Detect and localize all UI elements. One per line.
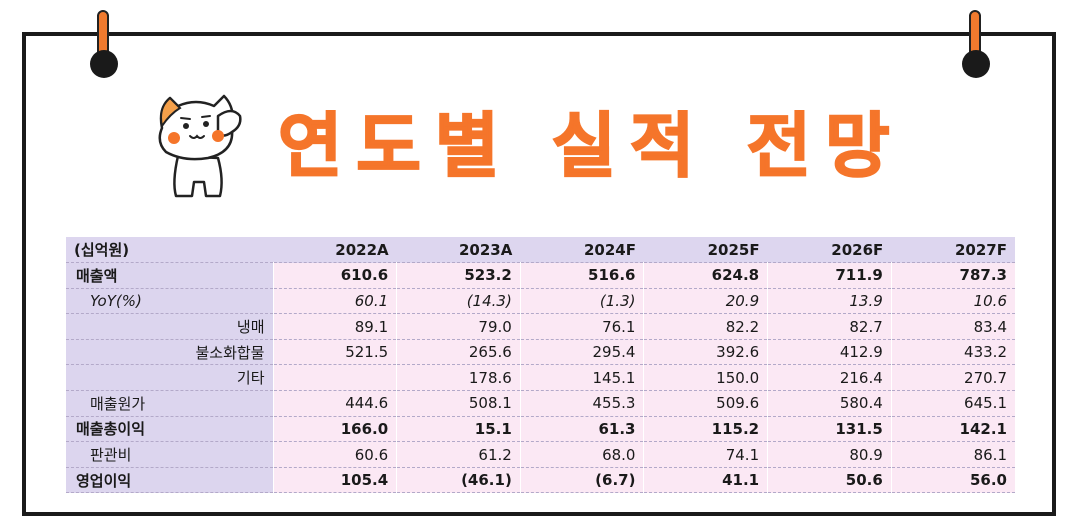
column-header: 2025F <box>643 237 768 264</box>
table-cell: 444.6 <box>272 390 397 417</box>
table-row: YoY(%) 60.1 (14.3) (1.3) 20.9 13.9 10.6 <box>66 288 1015 315</box>
table-cell: 433.2 <box>890 339 1015 366</box>
column-header: 2027F <box>891 237 1015 264</box>
table-cell: 56.0 <box>890 467 1015 494</box>
table-cell: 178.6 <box>396 364 521 392</box>
row-label: 매출원가 <box>66 390 273 417</box>
table-cell: 392.6 <box>643 339 768 366</box>
column-header: 2023A <box>396 237 521 264</box>
table-row: 기타 178.6 145.1 150.0 216.4 270.7 <box>66 364 1015 392</box>
table-cell: 508.1 <box>396 390 521 417</box>
table-cell: 412.9 <box>767 339 892 366</box>
row-label: YoY(%) <box>66 288 273 315</box>
table-cell: (14.3) <box>396 288 521 315</box>
table-cell: 115.2 <box>643 416 768 443</box>
binder-clip-icon <box>90 10 118 78</box>
table-cell: 216.4 <box>767 364 892 392</box>
table-cell: 68.0 <box>519 441 644 468</box>
table-cell: 270.7 <box>890 364 1015 392</box>
table-cell: 580.4 <box>767 390 892 417</box>
table-cell: (1.3) <box>519 288 644 315</box>
table-cell: 80.9 <box>767 441 892 468</box>
table-cell: 83.4 <box>890 313 1015 340</box>
table-cell: 74.1 <box>643 441 768 468</box>
table-row: 영업이익 105.4 (46.1) (6.7) 41.1 50.6 56.0 <box>66 467 1015 494</box>
table-cell: 711.9 <box>767 262 892 289</box>
performance-forecast-table: (십억원) 2022A 2023A 2024F 2025F 2026F 2027… <box>66 237 1015 494</box>
table-cell: 787.3 <box>890 262 1015 289</box>
table-cell: 41.1 <box>643 467 768 494</box>
table-cell: 131.5 <box>767 416 892 443</box>
saluting-cat-mascot-icon <box>158 94 242 198</box>
table-cell: 516.6 <box>519 262 644 289</box>
table-cell: 89.1 <box>272 313 397 340</box>
table-row: 냉매 89.1 79.0 76.1 82.2 82.7 83.4 <box>66 313 1015 340</box>
row-label: 기타 <box>66 364 273 392</box>
table-cell: 523.2 <box>396 262 521 289</box>
table-cell <box>272 364 397 392</box>
column-header: 2024F <box>520 237 644 264</box>
table-cell: 645.1 <box>890 390 1015 417</box>
table-cell: 610.6 <box>272 262 397 289</box>
table-cell: 10.6 <box>890 288 1015 315</box>
table-cell: 150.0 <box>643 364 768 392</box>
table-cell: 60.6 <box>272 441 397 468</box>
table-cell: 105.4 <box>272 467 397 494</box>
table-cell: 455.3 <box>519 390 644 417</box>
table-cell: (6.7) <box>519 467 644 494</box>
table-cell: (46.1) <box>396 467 521 494</box>
row-label: 영업이익 <box>66 467 273 494</box>
page-title: 연도별 실적 전망 <box>277 104 904 188</box>
table-header-row: (십억원) 2022A 2023A 2024F 2025F 2026F 2027… <box>66 237 1015 264</box>
table-cell: 82.7 <box>767 313 892 340</box>
table-cell: 265.6 <box>396 339 521 366</box>
unit-label: (십억원) <box>66 237 273 264</box>
column-header: 2022A <box>273 237 397 264</box>
table-cell: 86.1 <box>890 441 1015 468</box>
column-header: 2026F <box>767 237 892 264</box>
row-label: 판관비 <box>66 441 273 468</box>
table-cell: 145.1 <box>519 364 644 392</box>
table-cell: 624.8 <box>643 262 768 289</box>
table-cell: 61.2 <box>396 441 521 468</box>
table-cell: 521.5 <box>272 339 397 366</box>
row-label: 불소화합물 <box>66 339 273 366</box>
row-label: 매출총이익 <box>66 416 273 443</box>
table-cell: 82.2 <box>643 313 768 340</box>
table-row: 불소화합물 521.5 265.6 295.4 392.6 412.9 433.2 <box>66 339 1015 366</box>
table-cell: 295.4 <box>519 339 644 366</box>
table-cell: 15.1 <box>396 416 521 443</box>
table-cell: 13.9 <box>767 288 892 315</box>
table-cell: 20.9 <box>643 288 768 315</box>
table-row: 판관비 60.6 61.2 68.0 74.1 80.9 86.1 <box>66 441 1015 468</box>
binder-clip-icon <box>962 10 990 78</box>
table-cell: 166.0 <box>272 416 397 443</box>
table-row: 매출액 610.6 523.2 516.6 624.8 711.9 787.3 <box>66 262 1015 289</box>
table-cell: 50.6 <box>767 467 892 494</box>
table-cell: 61.3 <box>519 416 644 443</box>
table-cell: 509.6 <box>643 390 768 417</box>
row-label: 매출액 <box>66 262 273 289</box>
table-cell: 142.1 <box>890 416 1015 443</box>
table-cell: 60.1 <box>272 288 397 315</box>
row-label: 냉매 <box>66 313 273 340</box>
table-cell: 79.0 <box>396 313 521 340</box>
table-row: 매출총이익 166.0 15.1 61.3 115.2 131.5 142.1 <box>66 416 1015 443</box>
table-cell: 76.1 <box>519 313 644 340</box>
table-row: 매출원가 444.6 508.1 455.3 509.6 580.4 645.1 <box>66 390 1015 417</box>
